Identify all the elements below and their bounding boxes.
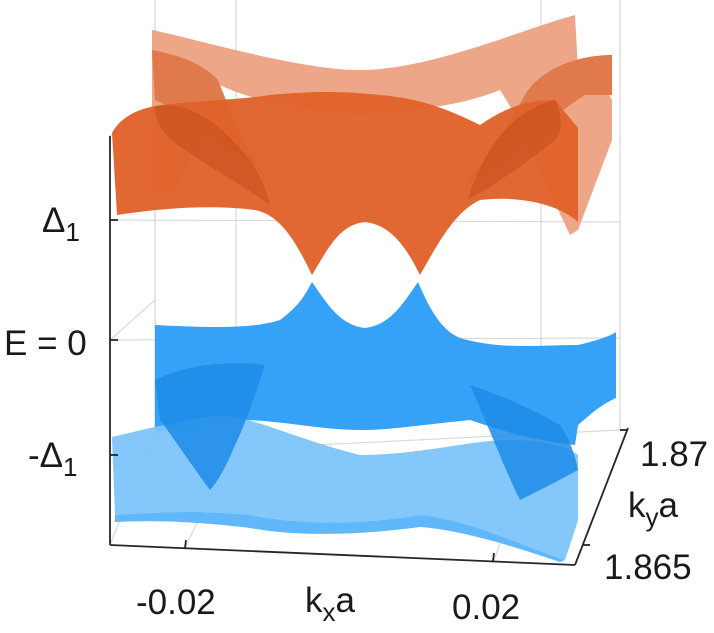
y-tick-high: 1.87 [640,435,709,474]
z-tick-zero-main: E = 0 [4,324,87,363]
lower-band-fold-left [155,363,265,490]
z-tick-zero: E = 0 [4,326,87,361]
z-tick-neg-delta1: -Δ1 [28,438,78,480]
z-tick-neg-delta1-main: -Δ [28,436,64,475]
z-tick-delta1-main: Δ [42,201,66,240]
upper-band-surface [112,15,612,275]
z-tick-neg-delta1-sub: 1 [63,452,78,483]
x-axis-line [109,544,576,566]
y-axis-label: kya [628,488,678,530]
x-tick-pos: 0.02 [452,588,521,627]
y-axis-label-main: k [628,486,646,525]
y-axis-label-tail: a [658,486,678,525]
y-axis-label-sub: y [645,502,659,533]
x-axis-label: kxa [305,583,355,625]
y-axis-line [574,427,629,566]
upper-band-fold-left [155,105,270,205]
z-tick-delta1: Δ1 [42,203,80,245]
upper-band-fold-right [468,100,561,200]
lower-band-fold-right [470,385,578,500]
x-axis-label-tail: a [335,581,355,620]
x-tick-neg: -0.02 [136,583,216,622]
lower-band-surface [112,282,616,562]
axes [109,136,629,566]
x-axis-label-main: k [305,581,323,620]
z-tick-delta1-sub: 1 [65,217,80,248]
upper-band-far-sheet [152,15,612,235]
y-tick-low: 1.865 [604,548,692,587]
lower-band-bottom-lip [115,511,565,562]
x-axis-label-sub: x [322,597,336,628]
